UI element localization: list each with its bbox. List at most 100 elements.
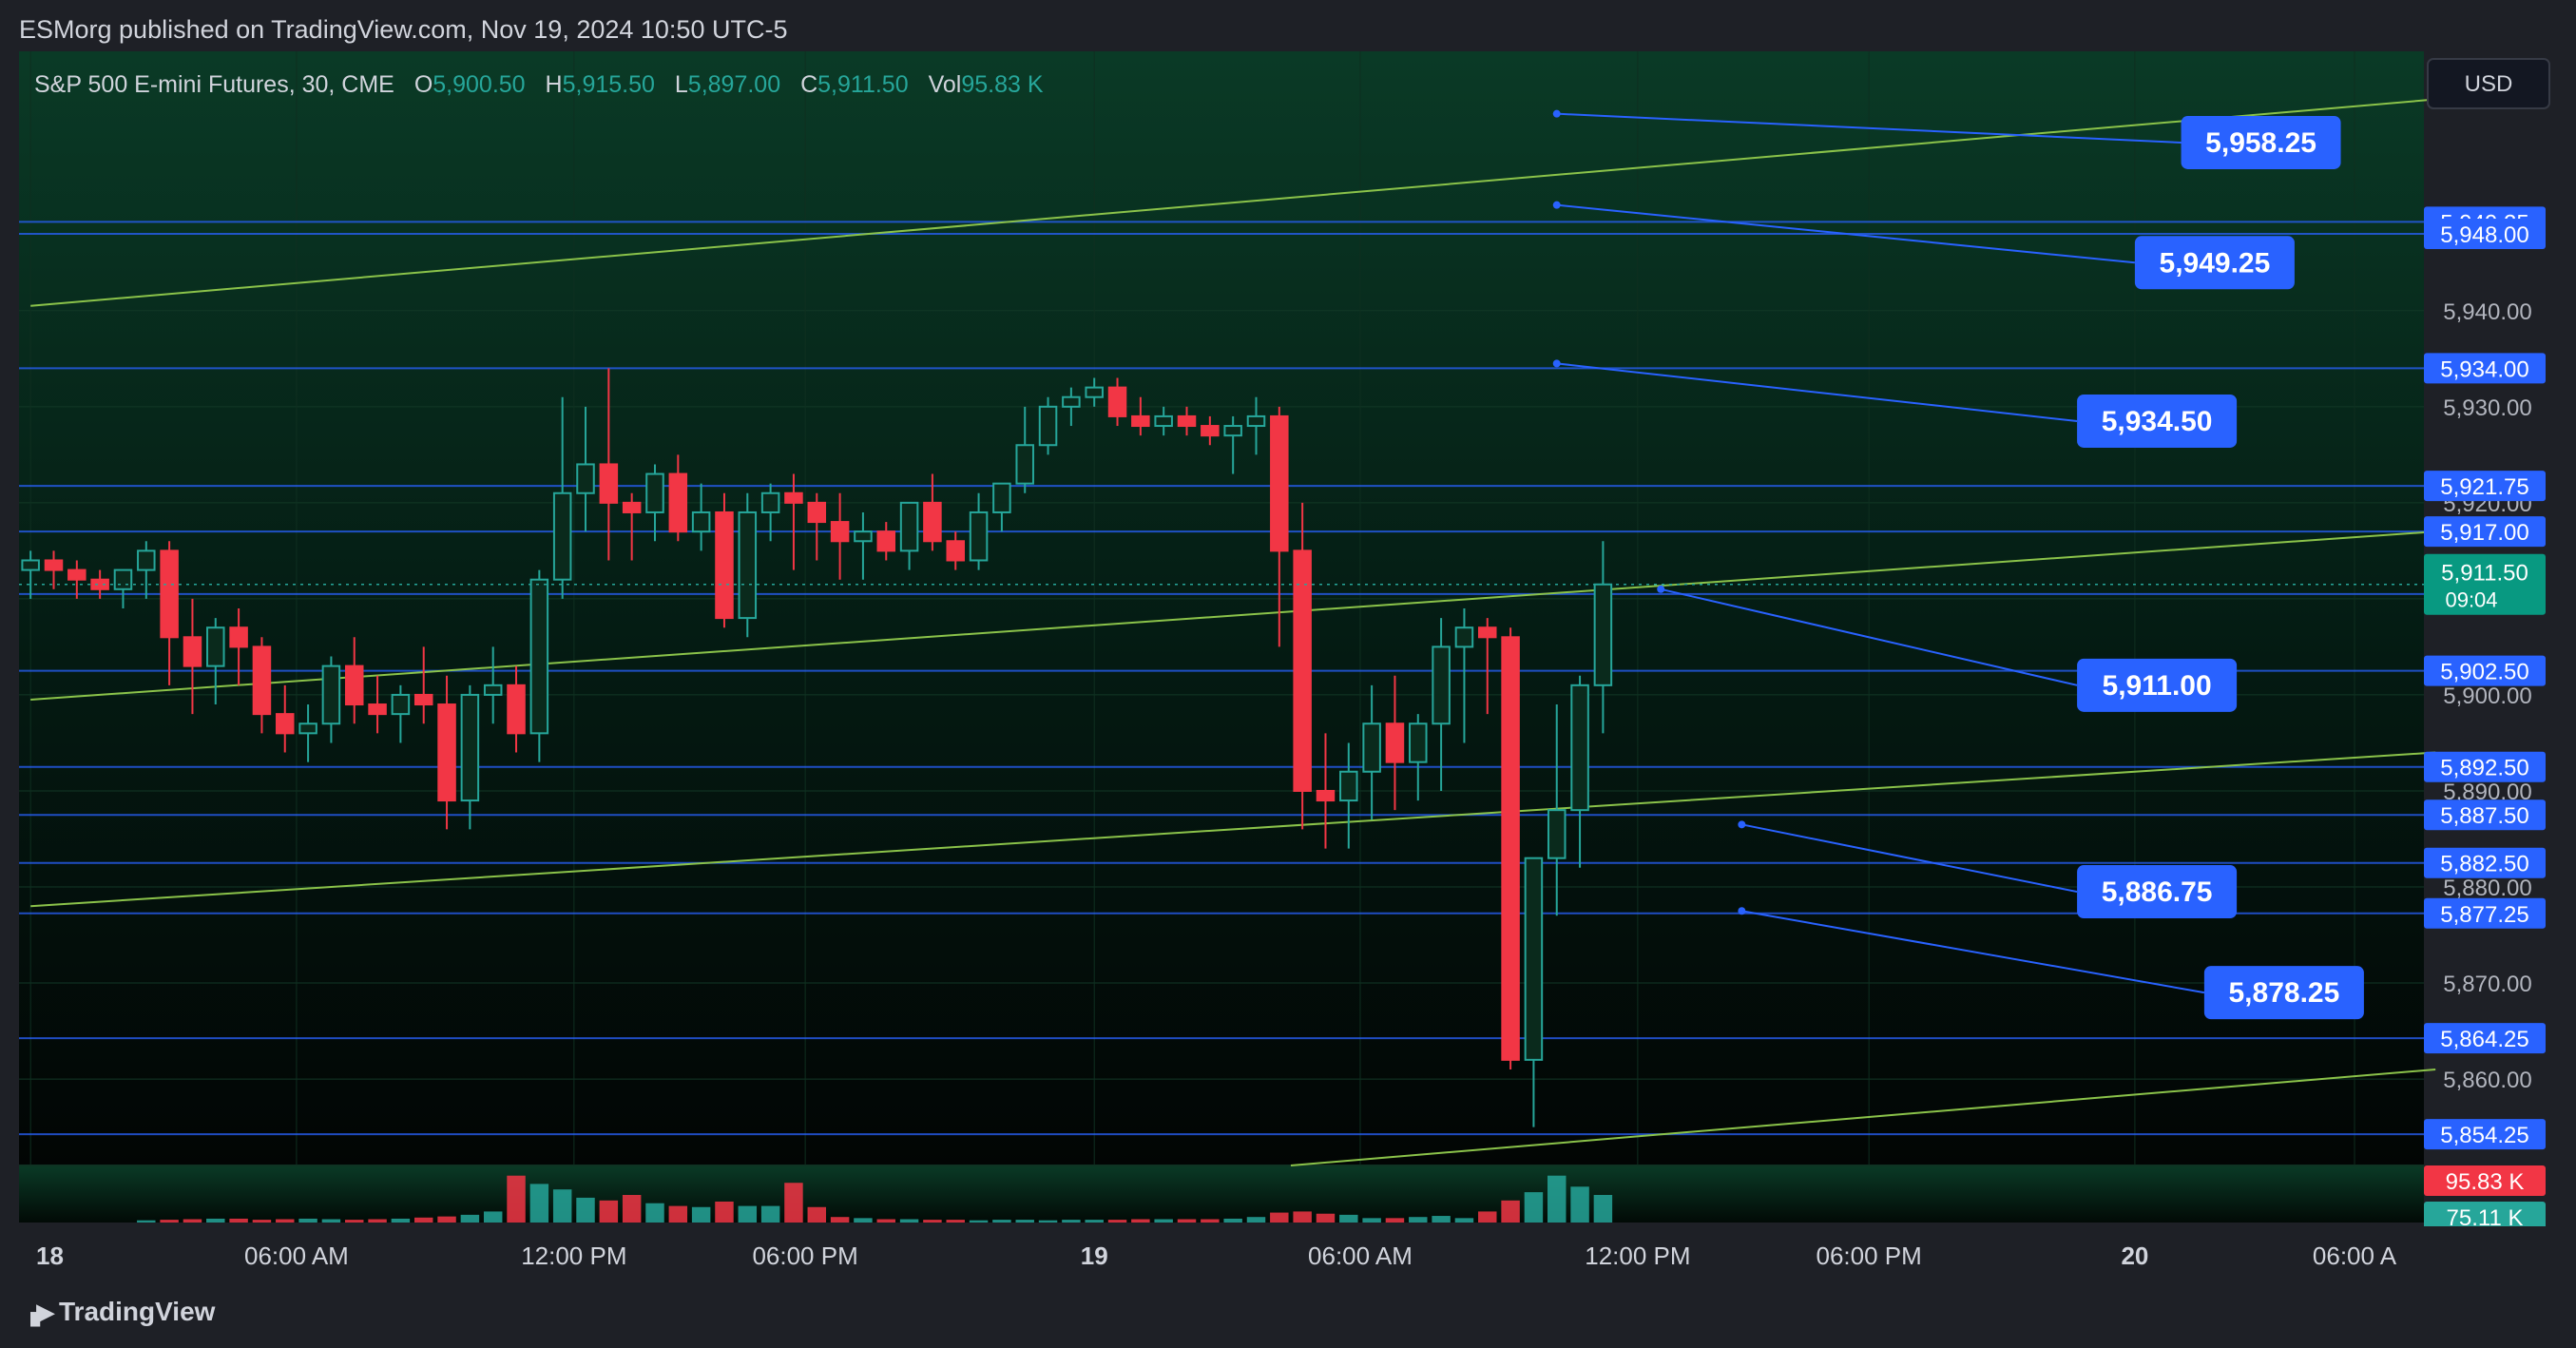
- volume-tag: [2424, 1165, 2546, 1196]
- callout-label: 5,949.25: [2160, 247, 2271, 279]
- volume-bar: [160, 1220, 179, 1223]
- candle-body: [1038, 405, 1058, 447]
- candle-body: [1223, 425, 1242, 437]
- candle-body: [160, 549, 179, 639]
- volume-bar: [1223, 1218, 1242, 1223]
- level-tag: [2424, 1119, 2546, 1150]
- candles: [21, 368, 1613, 1127]
- volume-bar: [483, 1211, 503, 1223]
- candle-body: [321, 664, 341, 725]
- volume-bar: [552, 1189, 572, 1223]
- brand[interactable]: ▗▶ TradingView: [21, 1297, 215, 1327]
- volume-bar: [1593, 1195, 1613, 1223]
- time-tick-label: 06:00 AM: [244, 1242, 349, 1270]
- level-tag-label: 5,877.25: [2440, 902, 2528, 928]
- candle-body: [830, 521, 850, 543]
- price-tick-label: 5,860.00: [2443, 1068, 2531, 1093]
- volume-bar: [507, 1175, 526, 1223]
- callout-box: [2077, 394, 2238, 448]
- legend-symbol: S&P 500 E-mini Futures, 30, CME: [34, 71, 394, 98]
- volume-bar: [1362, 1218, 1381, 1223]
- level-tag: [2424, 655, 2546, 686]
- level-tag-label: 5,882.50: [2440, 852, 2528, 877]
- volume-tag-label: 95.83 K: [2446, 1169, 2525, 1195]
- axis-mask: [2424, 1226, 2576, 1283]
- candle-body: [576, 463, 595, 494]
- candle-body: [1501, 636, 1520, 1061]
- legend-low-label: L: [675, 71, 688, 98]
- time-axis[interactable]: 18 06:00 AM 12:00 PM 06:00 PM 19 06:00 AM 12:0…: [36, 1242, 2397, 1270]
- callout-label: 5,934.50: [2102, 406, 2213, 437]
- trend-line: [30, 751, 2436, 908]
- callout-anchor: [1657, 585, 1665, 593]
- volume-bar: [807, 1206, 827, 1223]
- callout-box: [2077, 658, 2238, 712]
- volume-bar: [1201, 1219, 1220, 1223]
- legend: S&P 500 E-mini Futures, 30, CME O5,900.5…: [34, 71, 1044, 98]
- time-axis-background: [0, 1223, 2576, 1281]
- candle-body: [21, 559, 40, 571]
- candle-body: [992, 482, 1011, 513]
- volume-bar: [899, 1219, 919, 1223]
- candle-body: [137, 549, 156, 571]
- candle-body: [599, 463, 619, 504]
- volume-bar: [137, 1220, 156, 1223]
- volume-bar: [1293, 1211, 1312, 1223]
- volume-bar: [691, 1206, 711, 1223]
- candle-body: [1131, 414, 1150, 428]
- level-tag: [2424, 353, 2546, 384]
- candle-body: [645, 472, 664, 513]
- volume-bar: [368, 1219, 387, 1223]
- volume-bar: [1131, 1219, 1150, 1223]
- candle-body: [276, 713, 295, 735]
- candle-body: [1570, 684, 1589, 812]
- volume-bar: [1316, 1213, 1336, 1223]
- volume-bar: [345, 1220, 364, 1223]
- currency-button[interactable]: USD: [2427, 58, 2550, 109]
- candle-body: [946, 540, 965, 562]
- candle-body: [1201, 425, 1220, 437]
- volume-bar: [830, 1217, 850, 1223]
- candle-body: [738, 510, 758, 620]
- level-tag-label: 5,892.50: [2440, 756, 2528, 781]
- trend-lines: [30, 98, 2436, 1166]
- callouts: 5,958.25 5,949.25 5,934.50 5,911.00 5,886.75…: [1552, 109, 2364, 1020]
- tradingview-logo-icon: ▗▶: [21, 1297, 55, 1326]
- candle-body: [1362, 722, 1381, 773]
- volume-bar: [1246, 1217, 1266, 1223]
- level-tag: [2424, 847, 2546, 878]
- candle-body: [344, 664, 364, 706]
- volume-bar: [1454, 1218, 1474, 1223]
- volume-bar: [1085, 1220, 1104, 1223]
- candle-body: [1432, 645, 1451, 725]
- volume-bar: [206, 1218, 225, 1223]
- candle-body: [1246, 414, 1266, 428]
- callout-box: [2134, 236, 2295, 290]
- candle-body: [183, 636, 202, 667]
- level-tag-label: 5,917.00: [2440, 520, 2528, 546]
- legend-volume: 95.83 K: [961, 71, 1044, 98]
- plot-background: [19, 51, 2424, 1165]
- candle-body: [1015, 444, 1034, 485]
- volume-tag: [2424, 1202, 2546, 1232]
- trend-line: [1290, 1068, 2436, 1166]
- trend-line: [30, 530, 2436, 701]
- callout-label: 5,958.25: [2205, 127, 2316, 159]
- volume-bar: [391, 1218, 411, 1223]
- candle-body: [668, 472, 688, 533]
- candle-body: [1085, 386, 1104, 398]
- legend-low: 5,897.00: [688, 71, 780, 98]
- price-axis[interactable]: 5,860.005,870.005,880.005,890.005,900.00…: [2424, 206, 2576, 1283]
- candle-body: [854, 530, 873, 543]
- time-tick-label: 06:00 PM: [752, 1242, 857, 1270]
- volume-bar: [1154, 1219, 1173, 1223]
- last-price-label: 5,911.50: [2441, 561, 2528, 587]
- callout-line: [1741, 823, 2078, 894]
- callout-anchor: [1738, 820, 1746, 829]
- legend-volume-label: Vol: [929, 71, 962, 98]
- volume-bar: [276, 1219, 295, 1223]
- candle-body: [1478, 626, 1497, 639]
- candle-body: [1154, 414, 1173, 428]
- volume-bar: [1478, 1211, 1497, 1223]
